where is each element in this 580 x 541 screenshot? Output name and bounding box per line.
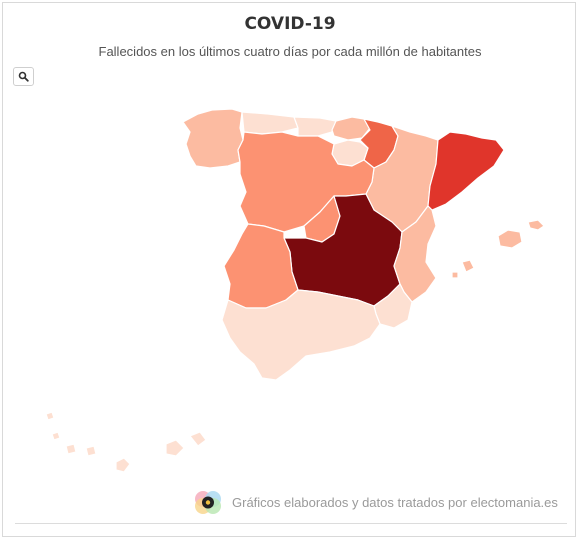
region-canarias-1[interactable] <box>115 457 131 473</box>
region-canarias-5[interactable] <box>65 443 77 455</box>
credit-text: Gráficos elaborados y datos tratados por… <box>232 494 558 510</box>
region-galicia[interactable] <box>182 108 244 169</box>
page-subtitle: Fallecidos en los últimos cuatro días po… <box>98 44 482 59</box>
credit: Gráficos elaborados y datos tratados por… <box>192 488 558 516</box>
region-baleares-1[interactable] <box>497 229 523 249</box>
region-cataluna[interactable] <box>427 131 505 211</box>
electomania-logo-icon <box>195 491 221 514</box>
region-canarias-7[interactable] <box>51 431 61 441</box>
spain-map <box>45 108 545 473</box>
bottom-divider <box>15 523 567 524</box>
zoom-button[interactable] <box>13 67 34 86</box>
region-extremadura[interactable] <box>223 223 299 309</box>
region-canarias-4[interactable] <box>85 445 97 457</box>
page-title: COVID-19 <box>244 14 336 34</box>
region-comunidad-valenciana[interactable] <box>393 205 437 303</box>
region-canarias-6[interactable] <box>45 411 55 421</box>
search-icon <box>18 71 29 82</box>
region-canarias-3[interactable] <box>189 431 207 447</box>
region-canarias-2[interactable] <box>165 439 185 457</box>
region-andalucia[interactable] <box>221 289 381 381</box>
region-baleares-4[interactable] <box>451 271 459 279</box>
region-asturias[interactable] <box>241 111 299 135</box>
region-baleares-3[interactable] <box>461 259 475 273</box>
region-cantabria[interactable] <box>293 116 337 137</box>
region-baleares-2[interactable] <box>527 219 545 231</box>
